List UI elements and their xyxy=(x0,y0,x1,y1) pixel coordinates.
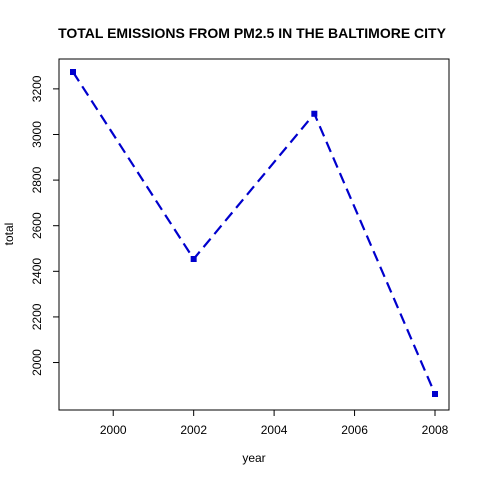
y-tick-label: 2600 xyxy=(30,212,44,239)
plot-area xyxy=(58,58,450,411)
y-tick-label: 2200 xyxy=(30,303,44,330)
series-line xyxy=(72,71,437,395)
y-tick-label: 2400 xyxy=(30,258,44,285)
y-tick-label: 3000 xyxy=(30,121,44,148)
series-layer xyxy=(70,69,438,397)
x-tick-label: 2004 xyxy=(261,423,288,437)
x-tick-label: 2006 xyxy=(341,423,368,437)
data-point xyxy=(311,110,318,117)
chart-title: TOTAL EMISSIONS FROM PM2.5 IN THE BALTIM… xyxy=(58,25,447,41)
x-axis: 2000 2002 2004 2006 2008 xyxy=(100,410,449,437)
x-axis-label: year xyxy=(242,451,265,465)
data-point xyxy=(432,391,438,397)
x-tick-label: 2008 xyxy=(422,423,449,437)
x-tick-label: 2002 xyxy=(180,423,207,437)
y-tick-label: 2000 xyxy=(30,349,44,376)
y-tick-label: 2800 xyxy=(30,166,44,193)
y-axis-label: total xyxy=(2,223,16,246)
y-axis: 2000 2200 2400 2600 2800 3000 3200 xyxy=(30,75,59,376)
y-tick-label: 3200 xyxy=(30,75,44,102)
x-tick-label: 2000 xyxy=(100,423,127,437)
data-point xyxy=(70,69,76,75)
data-point xyxy=(190,255,197,262)
